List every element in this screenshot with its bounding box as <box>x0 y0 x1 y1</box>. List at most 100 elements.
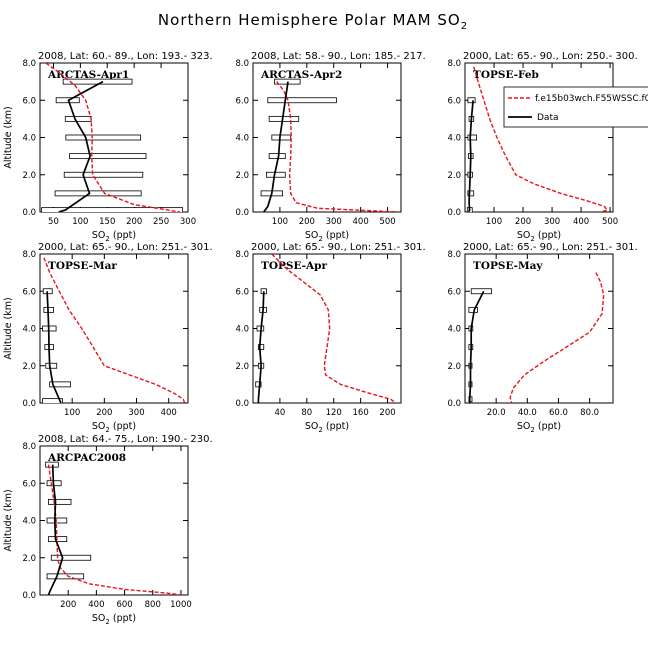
x-tick-label: 400 <box>161 408 177 418</box>
y-tick-label: 6.0 <box>22 287 36 297</box>
x-tick-label: 200 <box>126 217 142 227</box>
obs-range-box <box>54 190 142 197</box>
chart-panel-6: 2000, Lat: 65.- 90., Lon: 251.- 301. TOPS… <box>447 242 637 434</box>
chart-panel-4: 2000, Lat: 65.- 90., Lon: 251.- 301. TOPS… <box>3 242 213 434</box>
y-tick-label: 6.0 <box>235 287 249 297</box>
y-tick-label: 0.0 <box>447 399 461 409</box>
y-tick-label: 8.0 <box>22 250 36 260</box>
y-tick-label: 8.0 <box>22 59 36 69</box>
obs-range-box <box>63 171 144 178</box>
y-tick-label: 8.0 <box>235 59 249 69</box>
panel-header: 2008, Lat: 58.- 90., Lon: 185.- 217. <box>251 51 426 62</box>
campaign-label: ARCTAS-Apr2 <box>260 69 342 81</box>
y-tick-label: 0.0 <box>22 208 36 218</box>
y-axis-label: Altitude (km) <box>3 106 14 168</box>
panel-header: 2008, Lat: 64.- 75., Lon: 190.- 230. <box>38 434 213 445</box>
campaign-label: ARCTAS-Apr1 <box>47 69 129 81</box>
y-tick-label: 8.0 <box>22 442 36 452</box>
y-tick-label: 2.0 <box>22 554 36 564</box>
y-tick-label: 4.0 <box>235 325 249 335</box>
y-tick-label: 4.0 <box>447 325 461 335</box>
y-tick-label: 0.0 <box>22 399 36 409</box>
panel-header: 2000, Lat: 65.- 90., Lon: 251.- 301. <box>251 242 426 253</box>
x-axis-label: SO2 (ppt) <box>305 421 349 434</box>
model-line <box>276 81 399 212</box>
y-tick-label: 8.0 <box>447 250 461 260</box>
obs-range-box <box>50 554 92 561</box>
chart-panel-2: 2008, Lat: 58.- 90., Lon: 185.- 217. ARCT… <box>235 51 425 243</box>
chart-panel-5: 2000, Lat: 65.- 90., Lon: 251.- 301. TOPS… <box>235 242 425 434</box>
legend-obs-label: Data <box>537 113 559 123</box>
x-tick-label: 100 <box>272 217 288 227</box>
obs-line <box>468 290 485 403</box>
obs-range-box <box>48 536 68 543</box>
y-tick-label: 4.0 <box>235 134 249 144</box>
plot-frame <box>464 62 614 213</box>
plot-frame <box>464 253 614 404</box>
obs-range-box <box>467 134 478 141</box>
obs-range-box <box>62 78 133 85</box>
plot-area <box>260 78 399 212</box>
figure-title: Northern Hemisphere Polar MAM SO2 <box>158 11 468 32</box>
x-tick-label: 150 <box>99 217 115 227</box>
x-axis-label: SO2 (ppt) <box>517 230 561 243</box>
y-axis-label: Altitude (km) <box>3 297 14 359</box>
x-tick-label: 600 <box>116 600 132 610</box>
obs-range-box <box>45 362 58 369</box>
obs-line <box>467 100 474 212</box>
x-tick-label: 200 <box>515 217 531 227</box>
plot-area <box>468 272 605 403</box>
y-tick-label: 2.0 <box>447 362 461 372</box>
obs-range-box <box>470 288 492 295</box>
x-tick-label: 300 <box>128 408 144 418</box>
obs-range-box <box>48 498 72 505</box>
obs-range-box <box>266 171 286 178</box>
campaign-label: TOPSE-Apr <box>261 260 327 272</box>
y-tick-label: 2.0 <box>22 362 36 372</box>
legend-model-label: f.e15b03wch.F55WSSC.f09 <box>535 94 648 104</box>
figure-title-main: Northern Hemisphere Polar MAM SO <box>158 11 461 29</box>
x-tick-label: 50 <box>48 217 59 227</box>
panel-header: 2008, Lat: 60.- 89., Lon: 193.- 323. <box>38 51 213 62</box>
x-tick-label: 300 <box>544 217 560 227</box>
y-tick-label: 4.0 <box>22 517 36 527</box>
figure-title-sub: 2 <box>461 21 468 32</box>
y-tick-label: 4.0 <box>447 134 461 144</box>
y-tick-label: 4.0 <box>22 325 36 335</box>
y-tick-label: 6.0 <box>447 287 461 297</box>
y-tick-label: 2.0 <box>447 171 461 181</box>
y-tick-label: 0.0 <box>22 591 36 601</box>
obs-line <box>257 291 265 403</box>
x-tick-label: 60.0 <box>549 408 568 418</box>
obs-line <box>58 80 104 212</box>
model-line <box>509 272 605 403</box>
x-tick-label: 40.0 <box>518 408 537 418</box>
obs-line <box>46 291 62 403</box>
plot-area <box>255 254 397 403</box>
obs-range-box <box>64 115 92 122</box>
obs-range-box <box>467 97 476 104</box>
y-tick-label: 6.0 <box>447 96 461 106</box>
y-tick-label: 6.0 <box>22 96 36 106</box>
plot-area <box>41 63 184 212</box>
x-tick-label: 1000 <box>170 600 192 610</box>
y-tick-label: 8.0 <box>447 59 461 69</box>
x-tick-label: 400 <box>88 600 104 610</box>
campaign-label: TOPSE-May <box>473 260 543 272</box>
campaign-label: ARCPAC2008 <box>47 452 126 464</box>
panel-header: 2000, Lat: 65.- 90., Lon: 251.- 301. <box>463 242 638 253</box>
x-tick-label: 80.0 <box>580 408 599 418</box>
panels: 2008, Lat: 60.- 89., Lon: 193.- 323. ARCT… <box>3 51 648 626</box>
model-line <box>47 464 182 595</box>
x-tick-label: 300 <box>326 217 342 227</box>
model-line <box>473 66 609 212</box>
obs-range-box <box>49 381 71 388</box>
y-tick-label: 4.0 <box>22 134 36 144</box>
y-tick-label: 0.0 <box>235 399 249 409</box>
y-tick-label: 6.0 <box>235 96 249 106</box>
y-tick-label: 0.0 <box>235 208 249 218</box>
x-tick-label: 200 <box>299 217 315 227</box>
x-tick-label: 80 <box>301 408 312 418</box>
y-tick-label: 2.0 <box>235 171 249 181</box>
